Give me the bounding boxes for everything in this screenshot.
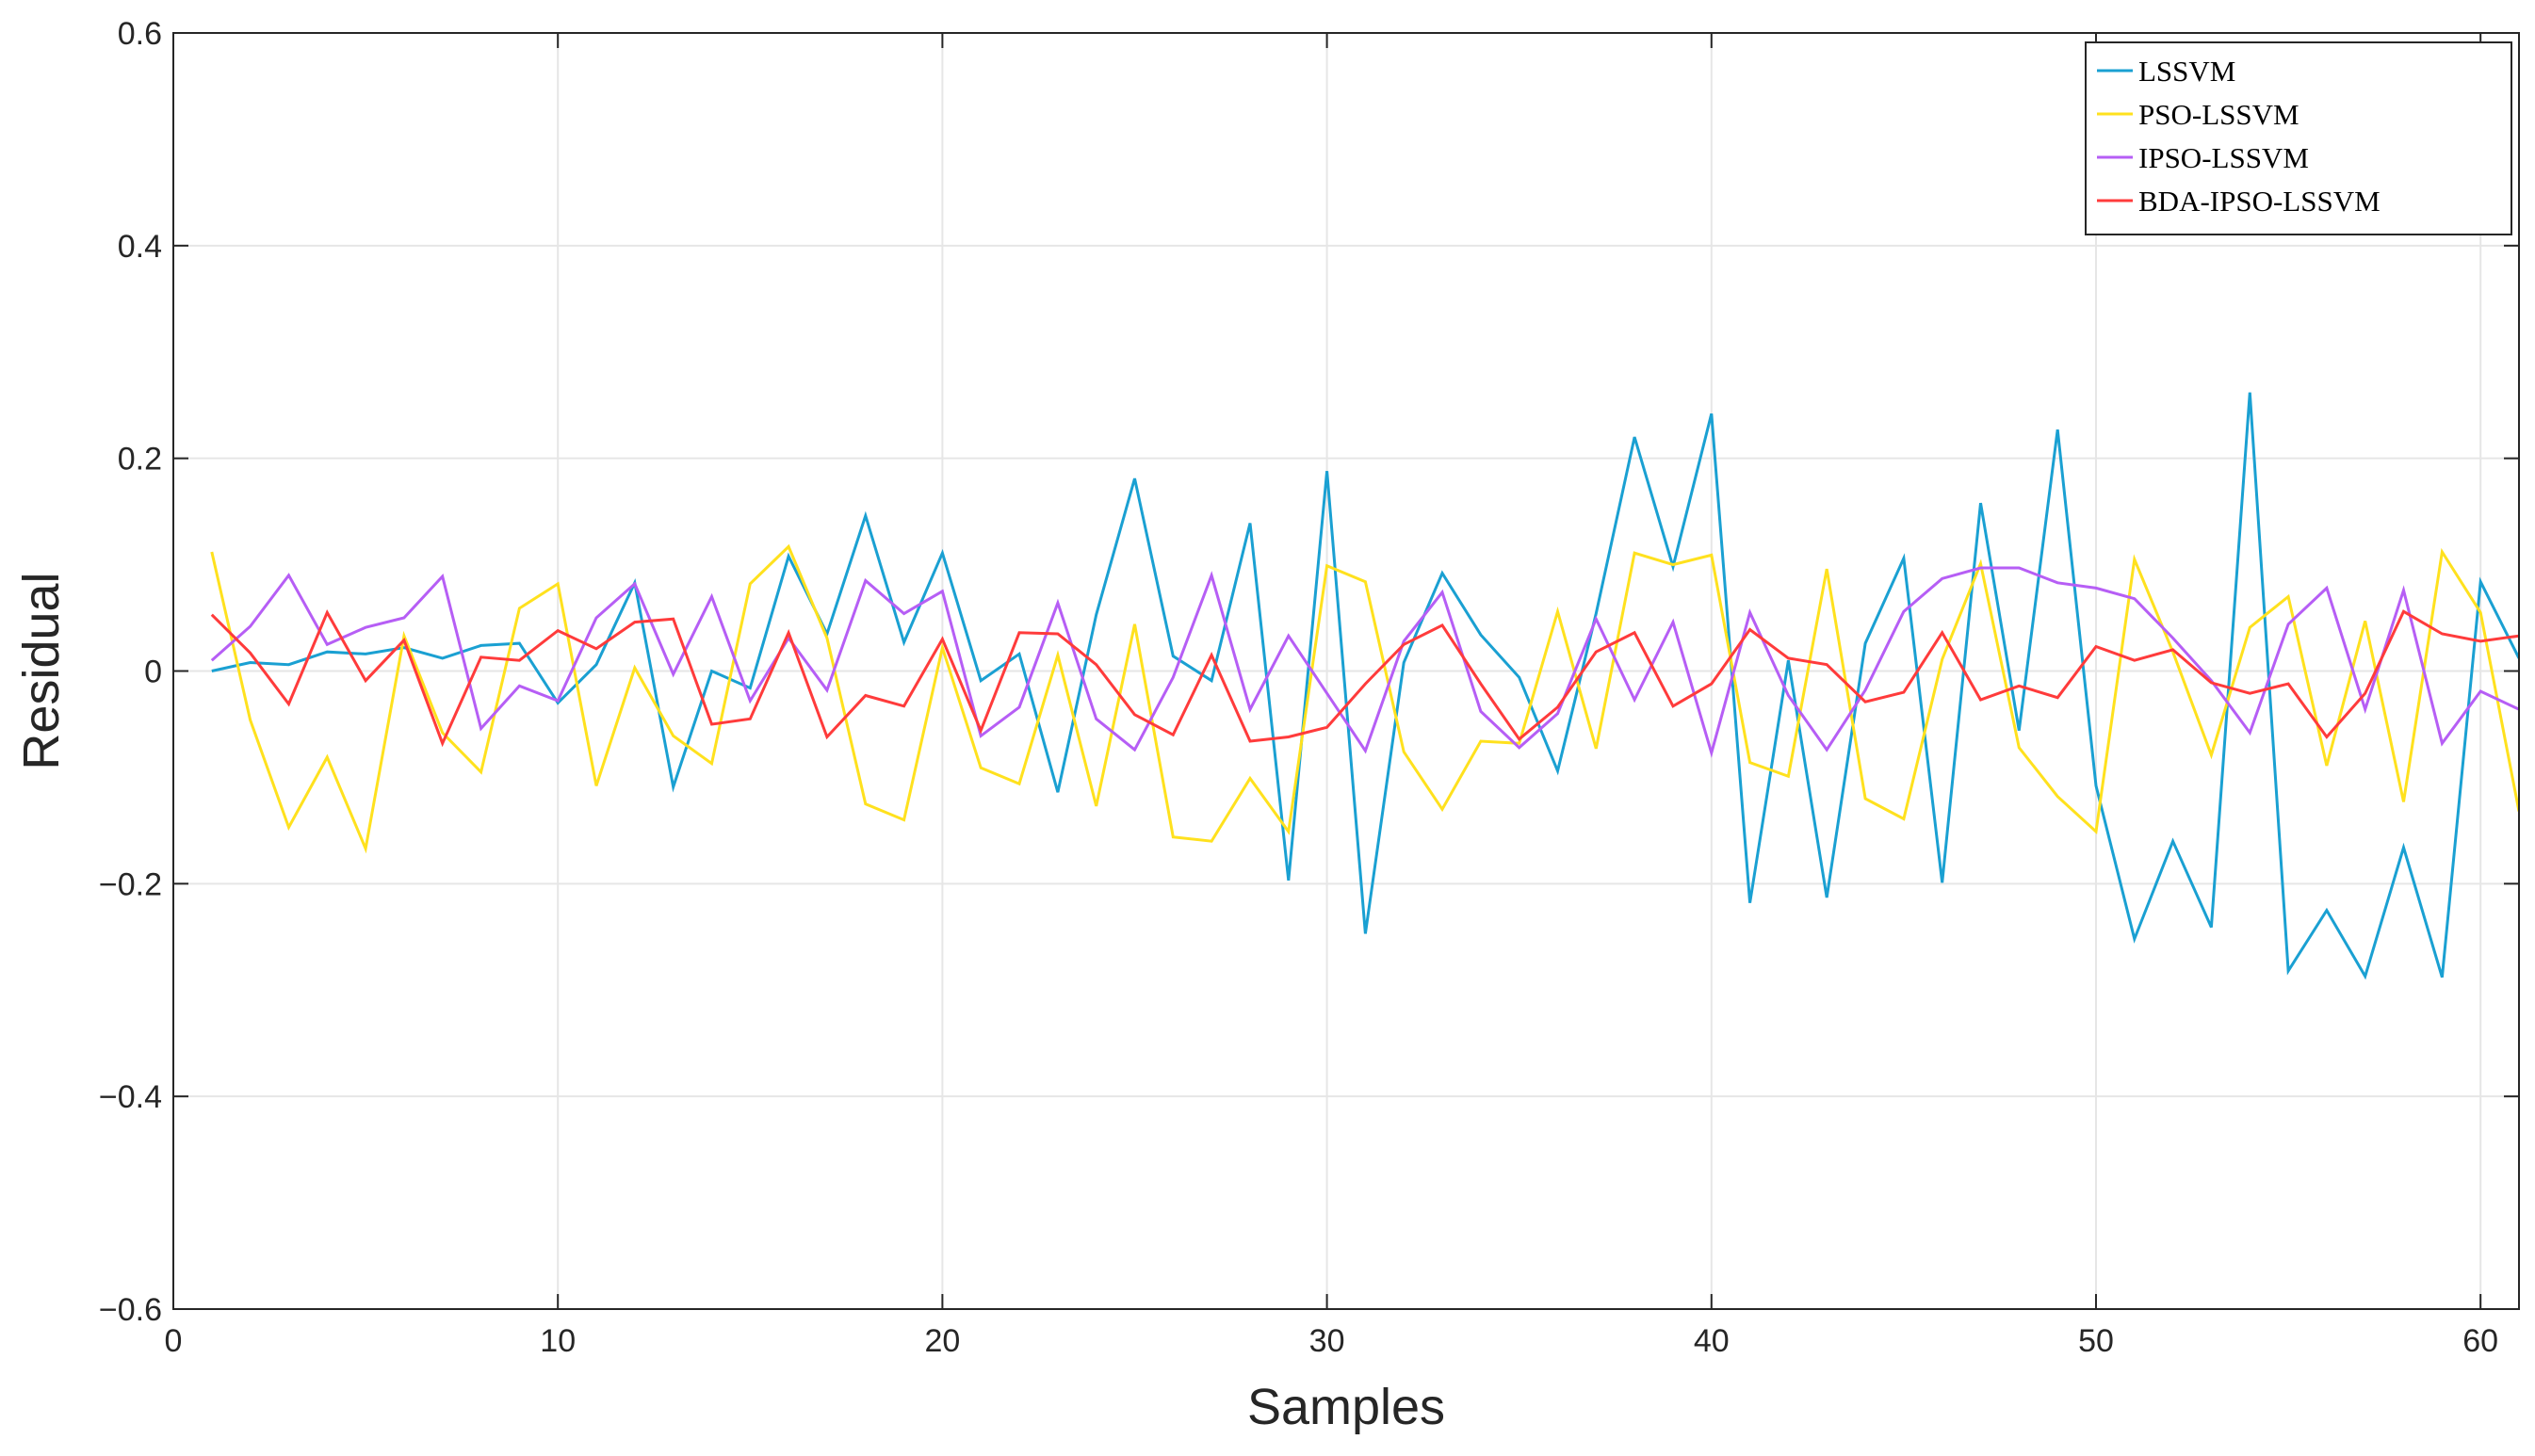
- x-tick-label: 30: [1309, 1323, 1345, 1359]
- y-tick-label: 0: [144, 655, 162, 690]
- x-tick-label: 0: [165, 1323, 183, 1359]
- y-tick-label: −0.2: [99, 866, 162, 902]
- legend-label: PSO-LSSVM: [2138, 98, 2299, 131]
- series-line-ipso-lssvm: [210, 566, 2519, 758]
- y-tick-label: −0.4: [99, 1079, 162, 1115]
- x-tick-label: 10: [540, 1323, 576, 1359]
- series-layer: [210, 392, 2519, 980]
- legend: LSSVM PSO-LSSVM IPSO-LSSVM BDA-IPSO-LSSVM: [2085, 41, 2512, 235]
- y-tick-label: 0.4: [118, 229, 162, 265]
- series-line-bda-ipso-lssvm: [210, 608, 2519, 748]
- y-tick-label: 0.2: [118, 442, 162, 477]
- x-tick-label: 20: [924, 1323, 960, 1359]
- y-tick-label: −0.6: [99, 1292, 162, 1328]
- x-axis-title: Samples: [1247, 1379, 1445, 1435]
- x-tick-label: 60: [2462, 1323, 2498, 1359]
- y-tick-label: 0.6: [118, 16, 162, 52]
- legend-label: BDA-IPSO-LSSVM: [2138, 185, 2381, 218]
- legend-label: IPSO-LSSVM: [2138, 141, 2309, 174]
- legend-box: [2085, 41, 2512, 235]
- legend-label: LSSVM: [2138, 55, 2235, 88]
- x-tick-label: 50: [2078, 1323, 2114, 1359]
- axis-ticks: 0 10 20 30 40 50 60 −0.6 −0.4 −0.2 0 0.2 0.4 0.6: [99, 16, 2519, 1359]
- x-tick-label: 40: [1694, 1323, 1730, 1359]
- series-line-lssvm: [211, 392, 2519, 980]
- y-axis-title: Residual: [13, 572, 70, 769]
- series-line-pso-lssvm: [210, 543, 2519, 854]
